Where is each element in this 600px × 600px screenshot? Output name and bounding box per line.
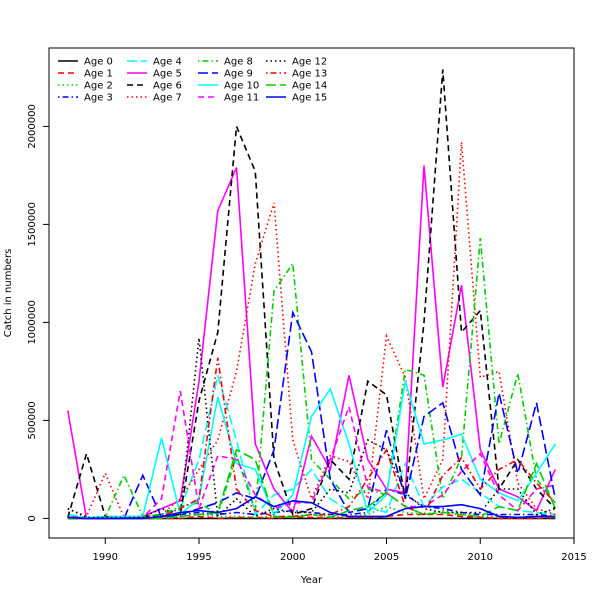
x-tick-label: 2005 bbox=[374, 552, 399, 563]
legend-label: Age 1 bbox=[84, 69, 113, 80]
legend-entry: Age 1 bbox=[58, 69, 113, 80]
legend-label: Age 13 bbox=[292, 69, 327, 80]
x-tick-label: 1990 bbox=[93, 552, 118, 563]
axes: 1990 1995 2000 2005 2010 2015 0 500000 1000000 15… bbox=[27, 47, 587, 563]
series-line-age-6 bbox=[67, 69, 556, 519]
legend-label: Age 9 bbox=[224, 69, 253, 80]
x-tick-label: 2015 bbox=[561, 552, 586, 563]
legend-label: Age 10 bbox=[224, 81, 259, 92]
series-line-age-5 bbox=[67, 165, 557, 520]
legend-entry: Age 13 bbox=[266, 69, 327, 80]
series-lines bbox=[67, 69, 557, 520]
legend-entry: Age 5 bbox=[127, 69, 182, 80]
legend-label: Age 12 bbox=[292, 57, 327, 68]
series-line-age-8 bbox=[67, 238, 556, 520]
legend-entry: Age 7 bbox=[127, 93, 182, 104]
legend-label: Age 3 bbox=[84, 93, 113, 104]
series-line-age-12 bbox=[67, 338, 556, 519]
legend-label: Age 4 bbox=[153, 57, 182, 68]
y-tick-label: 500000 bbox=[27, 401, 38, 439]
y-tick-label: 2000000 bbox=[27, 104, 38, 149]
y-tick-label: 1000000 bbox=[27, 300, 38, 345]
legend-label: Age 5 bbox=[153, 69, 182, 80]
series-line-age-14 bbox=[67, 448, 557, 520]
legend-label: Age 2 bbox=[84, 81, 113, 92]
legend-label: Age 0 bbox=[84, 57, 113, 68]
legend-entry: Age 10 bbox=[198, 81, 259, 92]
legend-entry: Age 3 bbox=[58, 93, 113, 104]
y-tick-label: 1500000 bbox=[27, 202, 38, 247]
series-line-age-15 bbox=[67, 495, 556, 520]
y-axis-title: Catch in numbers bbox=[3, 249, 14, 338]
legend-label: Age 14 bbox=[292, 81, 327, 92]
legend-entry: Age 2 bbox=[58, 81, 113, 92]
x-tick-label: 2010 bbox=[468, 552, 493, 563]
legend-entry: Age 15 bbox=[266, 93, 327, 104]
series-line-age-10 bbox=[67, 380, 556, 519]
series-line-age-11 bbox=[67, 390, 556, 520]
y-tick-label: 0 bbox=[27, 515, 38, 521]
legend-label: Age 6 bbox=[153, 81, 182, 92]
legend-entry: Age 0 bbox=[58, 57, 113, 68]
legend-entry: Age 12 bbox=[266, 57, 327, 68]
legend-entry: Age 14 bbox=[266, 81, 327, 92]
legend-entry: Age 9 bbox=[198, 69, 253, 80]
x-tick-label: 1995 bbox=[186, 552, 211, 563]
legend-label: Age 8 bbox=[224, 57, 253, 68]
x-axis-title: Year bbox=[300, 575, 323, 586]
legend-entry: Age 11 bbox=[198, 93, 259, 104]
legend-label: Age 7 bbox=[153, 93, 182, 104]
plot-frame bbox=[48, 47, 575, 539]
legend-entry: Age 4 bbox=[127, 57, 182, 68]
legend-label: Age 11 bbox=[224, 93, 259, 104]
series-line-age-4 bbox=[67, 375, 556, 519]
legend-entry: Age 6 bbox=[127, 81, 182, 92]
legend-entry: Age 8 bbox=[198, 57, 253, 68]
legend-label: Age 15 bbox=[292, 93, 327, 104]
x-tick-label: 2000 bbox=[280, 552, 305, 563]
